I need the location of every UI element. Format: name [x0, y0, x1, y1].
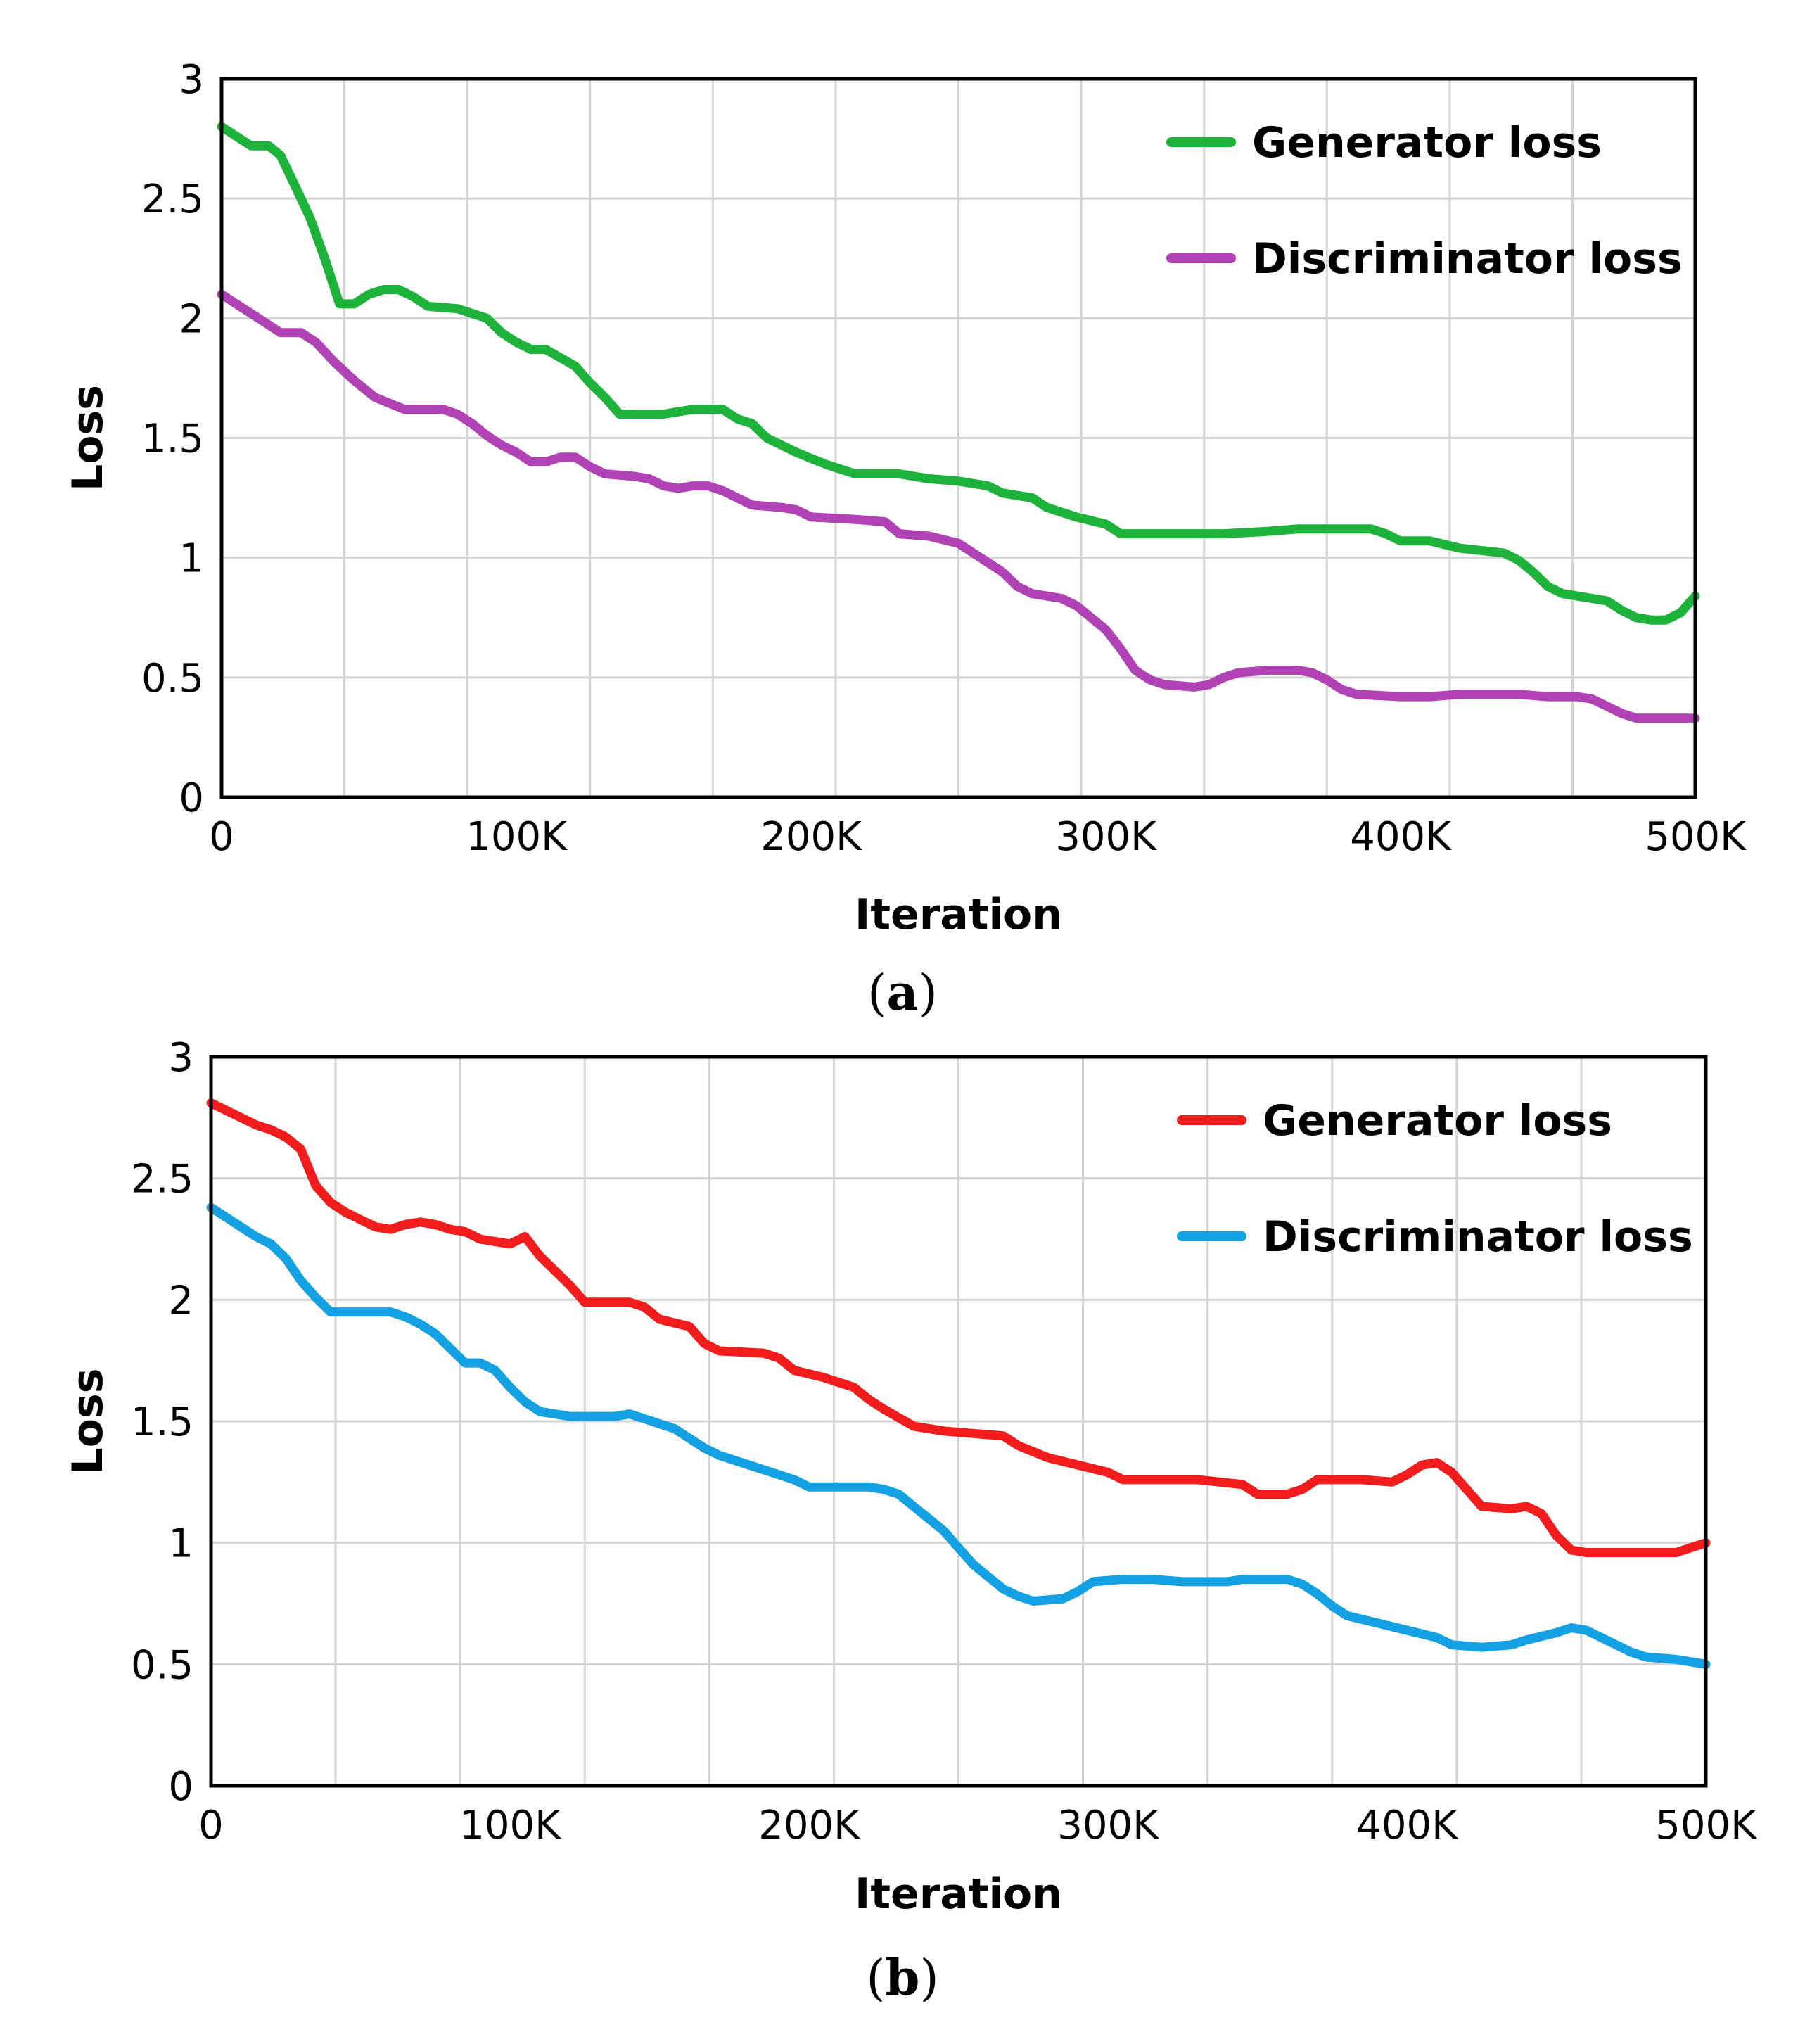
x-tick-label: 500K — [1645, 814, 1747, 860]
x-tick-label: 300K — [1055, 814, 1157, 860]
x-axis-title-a: Iteration — [855, 890, 1062, 939]
legend-label: Generator loss — [1252, 118, 1602, 167]
y-tick-label: 2 — [168, 1278, 193, 1323]
series-group-a — [217, 122, 1700, 723]
chart-panel-b: 0 0.5 1 1.5 2 2.5 3 0 100K 200K 300K 400K 500K Loss… — [63, 1035, 1757, 2007]
y-tick-label: 1.5 — [141, 417, 204, 462]
discriminator-loss-line-a — [217, 289, 1700, 723]
x-tick-label: 100K — [459, 1803, 561, 1848]
generator-loss-line-a — [217, 122, 1700, 625]
x-tick-label: 0 — [209, 814, 234, 860]
legend-label: Discriminator loss — [1263, 1212, 1693, 1262]
y-tick-label: 0.5 — [131, 1642, 193, 1688]
x-tick-label: 400K — [1356, 1803, 1458, 1848]
panel-caption-b: (b) — [866, 1948, 939, 2007]
y-ticks-a: 0 0.5 1 1.5 2 2.5 3 — [141, 57, 204, 821]
y-tick-label: 2.5 — [131, 1157, 193, 1202]
x-tick-label: 200K — [760, 814, 862, 860]
x-axis-title-b: Iteration — [855, 1870, 1062, 1919]
x-tick-label: 0 — [198, 1803, 224, 1848]
plot-frame-b — [209, 1055, 1708, 1788]
y-axis-title-a: Loss — [63, 385, 113, 491]
x-tick-label: 100K — [466, 814, 568, 860]
y-tick-label: 0 — [168, 1764, 193, 1810]
x-ticks-b: 0 100K 200K 300K 400K 500K — [198, 1803, 1757, 1848]
y-tick-label: 1.5 — [131, 1399, 193, 1445]
y-tick-label: 0 — [179, 775, 204, 821]
y-tick-label: 0.5 — [141, 656, 204, 702]
legend-b: Generator loss Discriminator loss — [1177, 1096, 1693, 1262]
y-tick-label: 1 — [179, 536, 204, 582]
y-tick-label: 2.5 — [141, 177, 204, 222]
legend-a: Generator loss Discriminator loss — [1166, 118, 1683, 284]
y-ticks-b: 0 0.5 1 1.5 2 2.5 3 — [131, 1035, 193, 1810]
panel-caption-a: (a) — [867, 963, 938, 1022]
legend-label: Discriminator loss — [1252, 234, 1683, 284]
x-tick-label: 400K — [1350, 814, 1452, 860]
gridlines-b — [211, 1057, 1706, 1786]
x-tick-label: 300K — [1057, 1803, 1159, 1848]
discriminator-loss-line-b — [206, 1202, 1711, 1669]
y-tick-label: 2 — [179, 296, 204, 342]
caption-letter-b: b — [886, 1948, 920, 2007]
y-axis-title-b: Loss — [63, 1369, 113, 1475]
series-group-b — [206, 1098, 1711, 1669]
y-tick-label: 1 — [168, 1521, 193, 1567]
plot-frame-a — [219, 77, 1697, 799]
x-tick-label: 500K — [1655, 1803, 1757, 1848]
legend-label: Generator loss — [1263, 1096, 1612, 1145]
y-tick-label: 3 — [168, 1035, 193, 1081]
generator-loss-line-b — [206, 1098, 1711, 1557]
y-tick-label: 3 — [179, 57, 204, 103]
chart-panel-a: 0 0.5 1 1.5 2 2.5 3 0 100K 200K 300K 400K 500K Loss… — [63, 57, 1747, 1022]
gridlines-a — [222, 79, 1695, 797]
caption-letter-a: a — [886, 963, 918, 1022]
x-ticks-a: 0 100K 200K 300K 400K 500K — [209, 814, 1747, 860]
x-tick-label: 200K — [758, 1803, 860, 1848]
